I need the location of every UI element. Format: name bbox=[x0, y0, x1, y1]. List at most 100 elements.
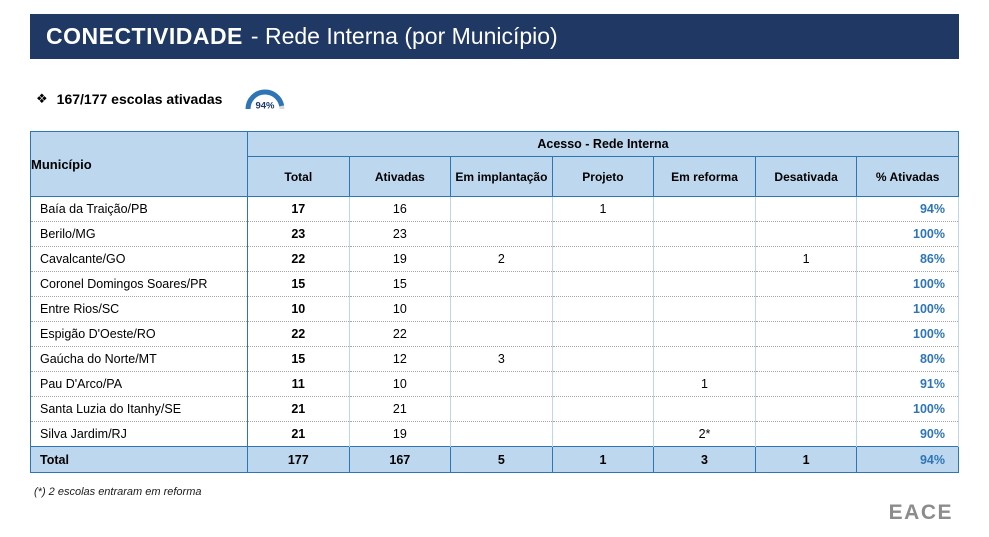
value-cell bbox=[755, 421, 858, 447]
table-row: Silva Jardim/RJ 21 19 2* 90% bbox=[30, 421, 959, 447]
pct-cell: 100% bbox=[856, 396, 959, 422]
value-cell bbox=[755, 321, 858, 347]
value-cell bbox=[653, 321, 756, 347]
value-cell bbox=[755, 221, 858, 247]
value-cell: 1 bbox=[653, 371, 756, 397]
value-cell bbox=[450, 196, 553, 222]
municipio-cell: Coronel Domingos Soares/PR bbox=[30, 271, 248, 297]
col-group-header: Acesso - Rede Interna bbox=[247, 131, 959, 157]
value-cell bbox=[653, 346, 756, 372]
municipio-cell: Espigão D'Oeste/RO bbox=[30, 321, 248, 347]
value-cell bbox=[450, 421, 553, 447]
value-cell: 10 bbox=[349, 371, 452, 397]
value-cell: 3 bbox=[653, 446, 756, 473]
gauge-value: 94% bbox=[256, 100, 276, 111]
value-cell: 1 bbox=[551, 446, 655, 473]
value-cell: 16 bbox=[349, 196, 452, 222]
value-cell bbox=[653, 221, 756, 247]
pct-cell: 94% bbox=[856, 196, 959, 222]
eace-logo: EACE bbox=[888, 501, 953, 524]
value-cell: 22 bbox=[247, 321, 350, 347]
value-cell bbox=[552, 296, 655, 322]
table-row: Gaúcha do Norte/MT 15 12 3 80% bbox=[30, 346, 959, 372]
value-cell bbox=[552, 421, 655, 447]
value-cell: 2 bbox=[450, 246, 553, 272]
value-cell bbox=[653, 246, 756, 272]
table-row: Coronel Domingos Soares/PR 15 15 100% bbox=[30, 271, 959, 297]
col-header-projeto: Projeto bbox=[551, 156, 655, 197]
municipio-cell: Baía da Traição/PB bbox=[30, 196, 248, 222]
value-cell: 11 bbox=[247, 371, 350, 397]
pct-cell: 94% bbox=[856, 446, 959, 473]
pct-cell: 80% bbox=[856, 346, 959, 372]
municipio-cell: Gaúcha do Norte/MT bbox=[30, 346, 248, 372]
value-cell: 17 bbox=[247, 196, 350, 222]
value-cell: 3 bbox=[450, 346, 553, 372]
value-cell bbox=[755, 196, 858, 222]
summary-line: ❖ 167/177 escolas ativadas 94% bbox=[36, 84, 286, 114]
summary-text: 167/177 escolas ativadas bbox=[56, 91, 223, 107]
value-cell bbox=[755, 396, 858, 422]
title-bar: CONECTIVIDADE - Rede Interna (por Municí… bbox=[30, 14, 959, 59]
value-cell: 19 bbox=[349, 421, 452, 447]
value-cell bbox=[552, 221, 655, 247]
value-cell: 23 bbox=[247, 221, 350, 247]
value-cell: 19 bbox=[349, 246, 452, 272]
value-cell: 1 bbox=[755, 246, 858, 272]
table-row: Espigão D'Oeste/RO 22 22 100% bbox=[30, 321, 959, 347]
value-cell: 10 bbox=[349, 296, 452, 322]
value-cell bbox=[653, 196, 756, 222]
group-header-row: Município Acesso - Rede Interna bbox=[30, 131, 959, 197]
pct-cell: 100% bbox=[856, 271, 959, 297]
value-cell: 15 bbox=[349, 271, 452, 297]
page-title-sub: - Rede Interna (por Município) bbox=[250, 23, 558, 49]
municipio-cell: Berilo/MG bbox=[30, 221, 248, 247]
value-cell bbox=[755, 271, 858, 297]
page-title-main: CONECTIVIDADE bbox=[46, 23, 243, 49]
value-cell bbox=[450, 396, 553, 422]
value-cell: 21 bbox=[349, 396, 452, 422]
value-cell bbox=[552, 346, 655, 372]
value-cell bbox=[755, 296, 858, 322]
total-row: Total 177 167 5 1 3 1 94% bbox=[30, 446, 959, 473]
value-cell: 22 bbox=[349, 321, 452, 347]
table-row: Baía da Traição/PB 17 16 1 94% bbox=[30, 196, 959, 222]
municipio-cell: Cavalcante/GO bbox=[30, 246, 248, 272]
value-cell bbox=[450, 296, 553, 322]
value-cell bbox=[450, 221, 553, 247]
gauge-icon: 94% bbox=[245, 89, 285, 111]
value-cell: 21 bbox=[247, 421, 350, 447]
col-header-municipio: Município bbox=[30, 131, 248, 197]
value-cell bbox=[653, 296, 756, 322]
table-row: Entre Rios/SC 10 10 100% bbox=[30, 296, 959, 322]
table-row: Cavalcante/GO 22 19 2 1 86% bbox=[30, 246, 959, 272]
value-cell: 167 bbox=[348, 446, 452, 473]
diamond-bullet-icon: ❖ bbox=[36, 91, 48, 106]
value-cell: 15 bbox=[247, 271, 350, 297]
value-cell: 1 bbox=[552, 196, 655, 222]
value-cell: 2* bbox=[653, 421, 756, 447]
col-header-pct-ativadas: % Ativadas bbox=[856, 156, 959, 197]
municipio-cell: Entre Rios/SC bbox=[30, 296, 248, 322]
value-cell bbox=[755, 346, 858, 372]
connectivity-table: Município Acesso - Rede Interna Total At… bbox=[30, 131, 959, 473]
value-cell bbox=[450, 321, 553, 347]
municipio-cell: Silva Jardim/RJ bbox=[30, 421, 248, 447]
value-cell: 1 bbox=[754, 446, 858, 473]
col-header-em-implantacao: Em implantação bbox=[450, 156, 553, 197]
footnote: (*) 2 escolas entraram em reforma bbox=[34, 486, 202, 498]
table-body: Baía da Traição/PB 17 16 1 94% Berilo/MG 23 23 1… bbox=[30, 196, 959, 473]
pct-cell: 100% bbox=[856, 321, 959, 347]
column-header-row: Total Ativadas Em implantação Projeto Em… bbox=[31, 156, 959, 197]
value-cell bbox=[653, 396, 756, 422]
value-cell bbox=[653, 271, 756, 297]
pct-cell: 100% bbox=[856, 296, 959, 322]
value-cell: 21 bbox=[247, 396, 350, 422]
pct-cell: 90% bbox=[856, 421, 959, 447]
col-header-total: Total bbox=[247, 156, 350, 197]
value-cell bbox=[755, 371, 858, 397]
value-cell bbox=[552, 396, 655, 422]
municipio-cell: Santa Luzia do Itanhy/SE bbox=[30, 396, 248, 422]
value-cell: 15 bbox=[247, 346, 350, 372]
